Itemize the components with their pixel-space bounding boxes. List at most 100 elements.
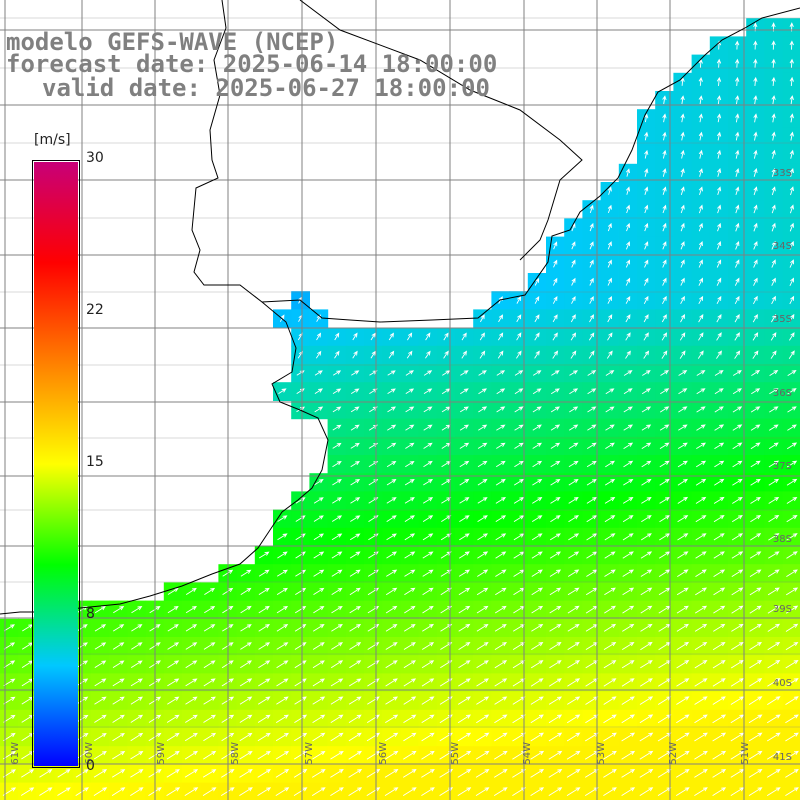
wind-arrow bbox=[753, 241, 758, 250]
wind-arrow bbox=[480, 314, 485, 323]
wind-arrow bbox=[771, 259, 776, 268]
wind-arrow bbox=[696, 370, 706, 376]
wind-arrow bbox=[387, 370, 396, 376]
longitude-label: 61W bbox=[10, 742, 21, 765]
wind-arrow bbox=[678, 406, 688, 413]
wind-arrow bbox=[459, 478, 470, 486]
wind-arrow bbox=[275, 714, 289, 723]
wind-arrow bbox=[366, 750, 381, 760]
wind-arrow bbox=[641, 478, 652, 486]
wind-arrow bbox=[713, 569, 726, 577]
wind-arrow bbox=[731, 533, 743, 541]
wind-arrow bbox=[512, 714, 526, 724]
wind-arrow bbox=[532, 460, 543, 468]
wind-arrow bbox=[388, 350, 395, 359]
wind-arrow bbox=[770, 332, 777, 341]
wind-arrow bbox=[567, 587, 580, 596]
wind-arrow bbox=[331, 587, 343, 595]
wind-arrow bbox=[644, 113, 649, 123]
wind-arrow bbox=[749, 623, 762, 632]
wind-arrow bbox=[732, 370, 742, 376]
wind-arrow bbox=[130, 787, 144, 796]
wind-arrow bbox=[677, 442, 688, 449]
wind-arrow bbox=[94, 624, 107, 632]
wind-arrow bbox=[604, 551, 616, 559]
wind-arrow bbox=[641, 497, 652, 504]
wind-arrow bbox=[714, 388, 724, 395]
wind-arrow bbox=[786, 533, 798, 541]
wind-arrow bbox=[753, 204, 758, 214]
wind-arrow bbox=[694, 678, 708, 687]
wind-arrow bbox=[293, 787, 308, 796]
wind-arrow bbox=[771, 240, 776, 250]
wind-arrow bbox=[643, 314, 649, 323]
wind-arrow bbox=[202, 769, 217, 778]
wind-arrow bbox=[257, 714, 271, 723]
wind-arrow bbox=[753, 95, 758, 105]
wind-arrow bbox=[603, 732, 617, 742]
wind-arrow bbox=[386, 479, 397, 486]
wind-arrow bbox=[184, 732, 198, 742]
wind-arrow bbox=[312, 624, 325, 632]
wind-arrow bbox=[350, 442, 360, 449]
wind-arrow bbox=[405, 388, 415, 394]
wind-arrow bbox=[659, 533, 671, 541]
wind-arrow bbox=[731, 605, 744, 614]
wind-arrow bbox=[771, 131, 776, 141]
wind-arrow bbox=[589, 277, 594, 286]
wind-arrow bbox=[662, 295, 667, 305]
wind-arrow bbox=[295, 587, 307, 595]
wind-arrow bbox=[696, 388, 706, 395]
wind-arrow bbox=[315, 350, 322, 359]
wind-arrow bbox=[239, 769, 253, 778]
wind-arrow bbox=[568, 551, 580, 559]
wind-arrow bbox=[316, 332, 322, 341]
wind-arrow bbox=[403, 732, 417, 742]
wind-arrow bbox=[603, 769, 617, 778]
wind-arrow bbox=[662, 186, 667, 195]
wind-arrow bbox=[494, 678, 508, 687]
wind-arrow bbox=[640, 551, 653, 559]
wind-arrow bbox=[644, 241, 649, 250]
wind-arrow bbox=[458, 660, 471, 669]
wind-arrow bbox=[516, 296, 521, 304]
wind-arrow bbox=[753, 168, 758, 177]
wind-arrow bbox=[185, 606, 197, 614]
wind-arrow bbox=[698, 332, 704, 341]
colorbar-tick-15: 15 bbox=[86, 454, 104, 470]
wind-arrow bbox=[752, 332, 759, 341]
wind-arrow bbox=[568, 460, 579, 468]
wind-arrow bbox=[477, 533, 488, 541]
wind-arrow bbox=[422, 605, 434, 614]
wind-arrow bbox=[478, 424, 488, 431]
wind-arrow bbox=[567, 605, 580, 614]
wind-arrow bbox=[753, 131, 758, 141]
wind-arrow bbox=[498, 314, 504, 323]
wind-arrow bbox=[422, 551, 434, 559]
wind-arrow bbox=[607, 186, 612, 195]
latitude-label: 38S bbox=[773, 534, 792, 545]
wind-arrow bbox=[730, 678, 744, 687]
wind-arrow bbox=[680, 186, 685, 196]
wind-arrow bbox=[166, 714, 180, 723]
wind-arrow bbox=[567, 569, 580, 577]
wind-arrow bbox=[568, 533, 580, 541]
wind-arrow bbox=[731, 551, 744, 559]
wind-arrow bbox=[422, 533, 434, 541]
wind-arrow bbox=[717, 186, 722, 196]
wind-arrow bbox=[750, 533, 762, 541]
wind-arrow bbox=[785, 605, 799, 614]
wind-arrow bbox=[662, 131, 667, 141]
longitude-label: 55W bbox=[450, 742, 461, 765]
wind-arrow bbox=[698, 95, 703, 105]
wind-arrow bbox=[477, 551, 489, 559]
wind-arrow bbox=[605, 388, 615, 395]
wind-arrow bbox=[732, 424, 743, 431]
wind-arrow bbox=[312, 660, 325, 669]
wind-arrow bbox=[695, 496, 707, 504]
wind-arrow bbox=[662, 149, 667, 159]
wind-arrow bbox=[768, 478, 780, 486]
wind-arrow bbox=[240, 587, 252, 595]
wind-arrow bbox=[166, 750, 180, 760]
wind-arrow bbox=[644, 204, 649, 214]
